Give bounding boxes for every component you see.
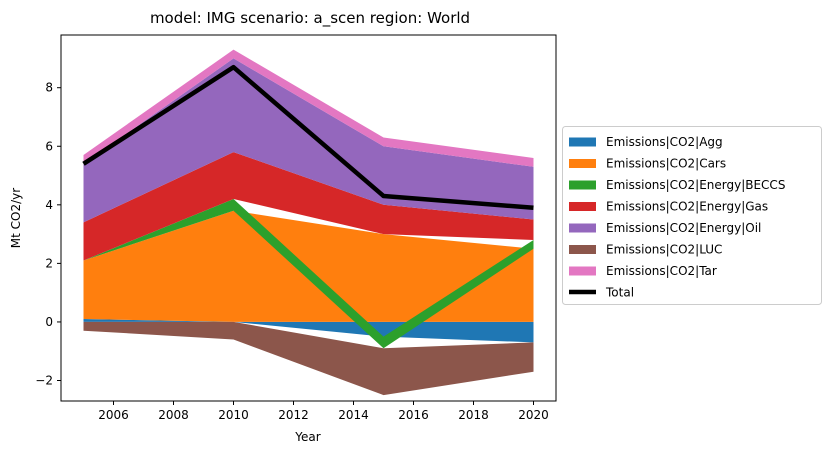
- total-line-layer: [82, 64, 534, 211]
- area-energy-gas: [83, 152, 534, 261]
- x-axis-ticks: 2006 2008 2010 2012 2014 2016 2018 2020: [98, 401, 549, 422]
- area-tar: [83, 49, 534, 167]
- y-tick-label: −2: [35, 374, 53, 388]
- area-layer: [83, 49, 534, 396]
- x-tick-label: 2012: [278, 408, 309, 422]
- y-tick-label: 8: [45, 81, 53, 95]
- legend-frame: [562, 126, 822, 305]
- x-tick-label: 2006: [98, 408, 129, 422]
- x-axis-label: Year: [294, 430, 320, 444]
- y-tick-label: 4: [45, 198, 53, 212]
- y-tick-label: 0: [45, 315, 53, 329]
- legend-label: Emissions|CO2|Energy|BECCS: [606, 178, 785, 192]
- area-cars: [83, 210, 534, 322]
- legend-swatch: [569, 266, 596, 276]
- x-tick-label: 2008: [158, 408, 189, 422]
- legend: Emissions|CO2|Agg Emissions|CO2|Cars Emiss…: [562, 126, 822, 305]
- legend-swatch: [569, 180, 596, 190]
- legend-swatch: [569, 159, 596, 168]
- y-axis-ticks: −2 0 2 4 6 8: [35, 81, 61, 388]
- legend-label: Emissions|CO2|Cars: [606, 157, 726, 171]
- y-tick-label: 2: [45, 256, 53, 270]
- legend-label: Emissions|CO2|Energy|Gas: [606, 200, 768, 214]
- x-tick-label: 2016: [398, 408, 429, 422]
- area-luc: [83, 321, 534, 396]
- legend-label: Emissions|CO2|Tar: [606, 264, 717, 278]
- area-energy-oil: [83, 58, 534, 223]
- x-tick-label: 2020: [518, 408, 549, 422]
- y-tick-label: 6: [45, 139, 53, 153]
- legend-label: Emissions|CO2|LUC: [606, 243, 722, 257]
- legend-label: Total: [605, 286, 634, 300]
- x-tick-label: 2014: [338, 408, 369, 422]
- legend-label: Emissions|CO2|Energy|Oil: [606, 221, 761, 235]
- plot-frame: [60, 34, 557, 402]
- total-line: [82, 64, 534, 211]
- y-axis-label: Mt CO2/yr: [9, 188, 23, 248]
- x-tick-label: 2018: [458, 408, 489, 422]
- legend-label: Emissions|CO2|Agg: [606, 135, 723, 149]
- x-tick-label: 2010: [218, 408, 249, 422]
- area-agg: [83, 319, 534, 343]
- legend-swatch: [569, 223, 596, 233]
- legend-swatch: [569, 202, 596, 211]
- legend-swatch: [569, 137, 596, 147]
- chart-title: model: IMG scenario: a_scen region: Worl…: [150, 9, 470, 28]
- area-energy-beccs: [83, 199, 534, 349]
- legend-swatch: [569, 245, 596, 254]
